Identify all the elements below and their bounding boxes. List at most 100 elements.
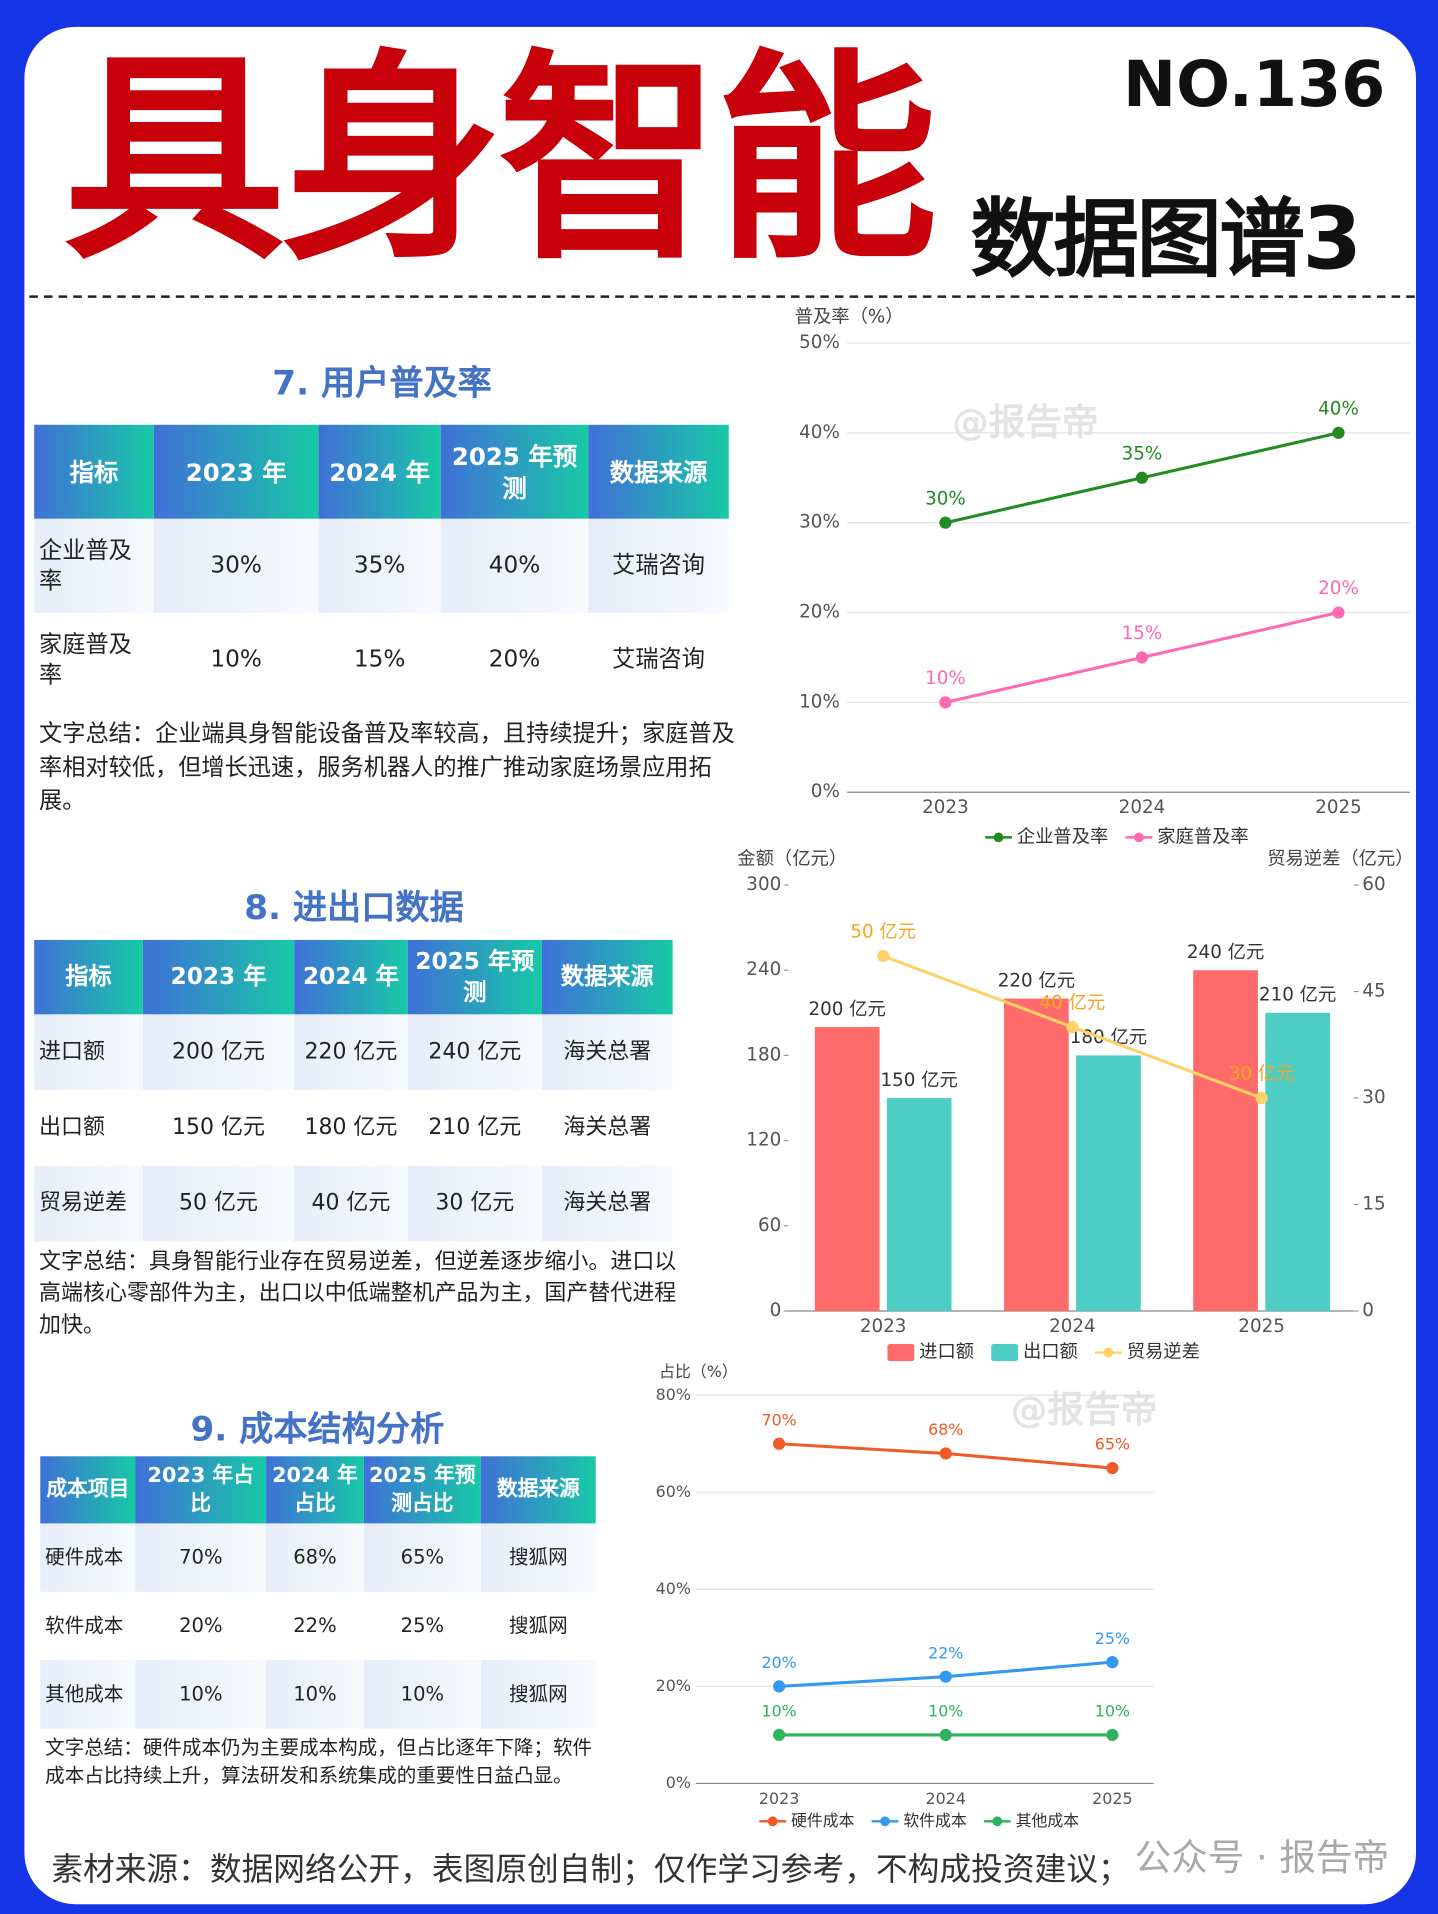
- table-cell: 进口额: [34, 1014, 143, 1091]
- y-tick-label: 60: [1362, 874, 1385, 895]
- data-label: 30%: [925, 488, 966, 509]
- header-cell: 数据来源: [588, 424, 729, 519]
- y-axis-title: 占比（%）: [659, 1362, 738, 1381]
- x-tick-label: 2024: [1119, 797, 1166, 818]
- data-table: 指标 2023 年 2024 年 2025 年预测 数据来源 企业普及率 30% 35% 40%…: [34, 424, 729, 707]
- point: [773, 1728, 786, 1742]
- table-row: 其他成本 10% 10% 10% 搜狐网: [40, 1660, 596, 1729]
- data-label: 240 亿元: [1187, 942, 1264, 963]
- table-cell: 150 亿元: [172, 1114, 265, 1141]
- legend-marker: [887, 1343, 915, 1362]
- x-tick-label: 2025: [1315, 797, 1362, 818]
- header-cell: 2024 年: [294, 939, 408, 1015]
- table-row: 贸易逆差 50 亿元 40 亿元 30 亿元 海关总署: [34, 1165, 673, 1242]
- y-tick-label: 240: [746, 959, 781, 980]
- header-cell: 2025 年预测: [407, 939, 542, 1015]
- data-label: 40 亿元: [1040, 993, 1106, 1014]
- data-label: 22%: [928, 1643, 963, 1662]
- section-title: 8. 进出口数据: [244, 887, 464, 928]
- table-cell: 220 亿元: [294, 1014, 408, 1091]
- data-label: 20%: [1318, 578, 1359, 599]
- section-title: 7. 用户普及率: [272, 362, 492, 403]
- point: [1332, 426, 1345, 439]
- point: [1106, 1728, 1119, 1742]
- table-cell: 搜狐网: [509, 1613, 568, 1637]
- data-label: 20%: [761, 1653, 796, 1672]
- y-tick-label: 40%: [656, 1579, 691, 1598]
- table-cell: 软件成本: [45, 1613, 124, 1637]
- header-row: 指标 2023 年 2024 年 2025 年预测 数据来源: [34, 939, 673, 1015]
- legend-label: 硬件成本: [791, 1811, 855, 1830]
- data-table: 成本项目 2023 年占比 2024 年占比 2025 年预测占比 数据来源 硬件成本 70…: [40, 1456, 596, 1729]
- data-label: 200 亿元: [808, 999, 885, 1020]
- point: [939, 1670, 952, 1683]
- bar: [814, 1027, 880, 1312]
- legend-label: 贸易逆差: [1127, 1342, 1200, 1363]
- table-cell: 50 亿元: [142, 1165, 295, 1242]
- data-label: 65%: [1095, 1435, 1130, 1454]
- y-tick-label: 60%: [656, 1482, 691, 1501]
- legend-marker: [993, 832, 1004, 843]
- table-cell: 30 亿元: [407, 1165, 542, 1242]
- legend-label: 软件成本: [903, 1811, 967, 1830]
- legend-label: 家庭普及率: [1157, 826, 1249, 847]
- table-cell: 200 亿元: [142, 1014, 295, 1091]
- table-cell: 35%: [318, 518, 441, 613]
- table-cell: 海关总署: [563, 1114, 652, 1141]
- data-label: 10%: [925, 668, 966, 689]
- table-cell: 海关总署: [541, 1014, 673, 1091]
- header-cell: 2023 年: [153, 424, 319, 519]
- data-label: 50 亿元: [850, 922, 916, 943]
- legend-label: 企业普及率: [1017, 826, 1109, 847]
- table-cell: 25%: [400, 1613, 445, 1637]
- table-cell: 海关总署: [541, 1165, 673, 1242]
- table-cell: 企业普及率: [34, 518, 154, 613]
- issue-number: NO.136: [1123, 48, 1386, 123]
- table-cell: 10%: [266, 1660, 364, 1729]
- table-cell: 其他成本: [40, 1660, 136, 1729]
- data-label: 10%: [928, 1702, 963, 1721]
- legend-label: 出口额: [1023, 1342, 1078, 1363]
- watermark: @报告帝: [1011, 1388, 1157, 1431]
- data-label: 40%: [1318, 399, 1359, 420]
- header-cell: 数据来源: [541, 939, 673, 1015]
- table-cell: 贸易逆差: [34, 1165, 143, 1242]
- table-cell: 210 亿元: [428, 1114, 522, 1141]
- table-cell: 艾瑞咨询: [588, 518, 729, 613]
- point: [1135, 651, 1149, 664]
- table-row: 硬件成本 70% 68% 65% 搜狐网: [40, 1523, 596, 1592]
- bar: [1265, 1012, 1330, 1312]
- y-tick-label: 120: [746, 1130, 781, 1151]
- point: [1106, 1461, 1119, 1475]
- table-cell: 22%: [293, 1613, 337, 1637]
- y-tick-label: 30%: [799, 512, 840, 533]
- header-cell: 指标: [34, 424, 154, 519]
- footer-source: 素材来源：数据网络公开，表图原创自制；仅作学习参考，不构成投资建议；: [51, 1852, 1129, 1888]
- header-cell: 2023 年: [142, 939, 295, 1015]
- y-tick-label: 180: [746, 1044, 781, 1065]
- table-cell: 30%: [153, 518, 319, 613]
- table-cell: 10%: [363, 1660, 481, 1729]
- table-cell: 70%: [135, 1523, 267, 1592]
- table-cell: 艾瑞咨询: [612, 645, 705, 673]
- summary: 文字总结：硬件成本仍为主要成本构成，但占比逐年下降；软件成本占比持续上升，算法研…: [45, 1735, 593, 1788]
- x-tick-label: 2023: [860, 1316, 907, 1337]
- point: [773, 1437, 786, 1450]
- table-row: 出口额 150 亿元 180 亿元 210 亿元 海关总署: [34, 1090, 672, 1166]
- point: [939, 1447, 952, 1460]
- table-cell: 68%: [266, 1523, 364, 1592]
- x-tick-label: 2024: [1049, 1316, 1096, 1337]
- table-cell: 20%: [179, 1613, 223, 1637]
- legend-label: 其他成本: [1016, 1811, 1080, 1830]
- y-tick-label: 30: [1362, 1087, 1385, 1108]
- point: [939, 1728, 952, 1742]
- header-cell: 2025 年预测: [440, 424, 589, 519]
- x-tick-label: 2025: [1092, 1789, 1132, 1808]
- main-title: 具身智能: [63, 30, 937, 290]
- point: [877, 949, 890, 963]
- x-tick-label: 2023: [922, 797, 969, 818]
- header-row: 指标 2023 年 2024 年 2025 年预测 数据来源: [34, 424, 729, 519]
- header-cell: 2023 年占比: [135, 1456, 267, 1524]
- table-cell: 40 亿元: [294, 1165, 408, 1242]
- data-label: 150 亿元: [881, 1070, 958, 1091]
